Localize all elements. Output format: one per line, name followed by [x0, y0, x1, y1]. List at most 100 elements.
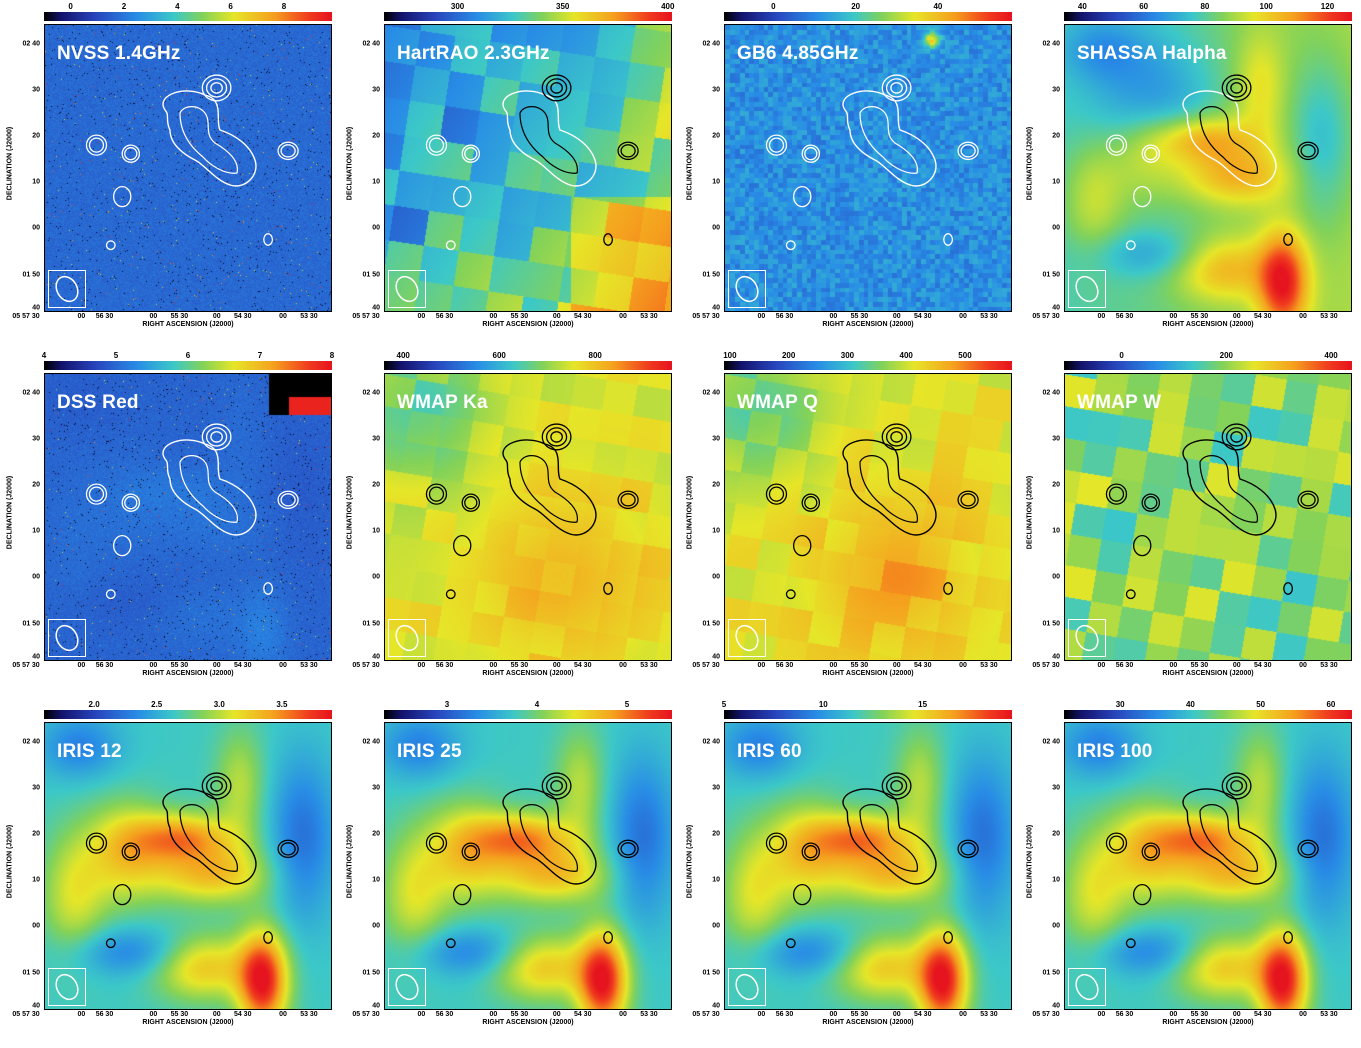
beam-ellipse	[55, 624, 79, 652]
x-tick-label: 05 57 30	[1032, 662, 1060, 669]
contour-ring	[1300, 842, 1316, 856]
x-tick-label: 00	[619, 1011, 627, 1018]
y-tick-label: 02 40	[1042, 738, 1060, 746]
x-tick-label: 53 30	[980, 1011, 998, 1018]
y-tick-label: 00	[1052, 224, 1060, 232]
colorbar-tick: 0	[1119, 351, 1124, 360]
y-tick-label: 10	[372, 876, 380, 884]
panel-label: WMAP Q	[737, 392, 819, 413]
x-tick-label: 00	[1232, 662, 1241, 669]
beam-box	[728, 270, 766, 308]
x-tick-label: 53 30	[300, 313, 318, 320]
beam-ellipse	[395, 275, 419, 303]
x-tick-label: 00	[77, 1011, 86, 1018]
x-tick-label: 00	[829, 662, 838, 669]
contour-main	[842, 788, 937, 885]
x-tick-label: 00	[1232, 313, 1241, 320]
colorbar: 0 20 40	[724, 2, 1012, 21]
y-tick-label: 00	[1052, 573, 1060, 581]
contour-ring	[885, 78, 908, 98]
x-axis-label: RIGHT ASCENSION (J2000)	[1162, 670, 1254, 677]
panel-iris-25: 3 4 5 IRIS 25 02 40 30 20 10 00 01 50 40 05 57 30 00…	[340, 698, 680, 1047]
x-axis-label: RIGHT ASCENSION (J2000)	[822, 1019, 914, 1026]
beam-box	[1068, 619, 1106, 657]
x-tick-label: 05 57 30	[692, 662, 720, 669]
contour-ring	[957, 141, 979, 161]
colorbar: 400 600 800	[384, 351, 672, 370]
contour-main	[842, 439, 937, 536]
contour-ring	[85, 832, 108, 854]
contour-main	[502, 90, 597, 187]
contour-ring	[617, 490, 639, 510]
panel-label: DSS Red	[57, 392, 139, 413]
contour-inner	[859, 455, 919, 523]
contour-ring	[112, 883, 132, 906]
contour-ring	[785, 589, 796, 600]
y-axis-label: DECLINATION (J2000)	[1026, 824, 1034, 899]
sky-image	[385, 723, 671, 1009]
contour-ring	[85, 483, 108, 505]
sky-map: DSS Red	[44, 373, 332, 661]
contour-ring	[1297, 839, 1319, 859]
x-tick-label: 53 30	[300, 662, 318, 669]
contour-ring	[960, 842, 976, 856]
y-tick-label: 40	[1052, 304, 1060, 312]
contour-ring	[765, 134, 788, 156]
x-tick-label: 00	[489, 313, 498, 320]
contour-ring	[464, 147, 478, 161]
x-tick-label: 00	[77, 313, 86, 320]
x-tick-label: 56 30	[95, 1011, 114, 1018]
panel-iris-12: 2.0 2.5 3.0 3.5 IRIS 12 02 40 30 20 10 00 01 50 40 0…	[0, 698, 340, 1047]
colorbar-tick: 0	[771, 2, 776, 11]
panel-label: IRIS 25	[397, 741, 462, 762]
x-tick-label: 54 30	[1253, 313, 1272, 320]
contour-ring	[620, 493, 636, 507]
y-tick-label: 02 40	[1042, 40, 1060, 48]
x-tick-label: 00	[892, 313, 901, 320]
x-tick-label: 54 30	[913, 662, 932, 669]
y-tick-label: 40	[32, 653, 40, 661]
y-tick-label: 40	[32, 304, 40, 312]
colorbar-tick: 0	[68, 2, 73, 11]
y-tick-label: 20	[32, 132, 40, 140]
contour-ring	[452, 534, 472, 557]
x-tick-label: 56 30	[1115, 1011, 1134, 1018]
contour-ring	[890, 82, 903, 94]
contour-overlay	[55, 772, 299, 1001]
x-tick-label: 55 30	[850, 313, 869, 320]
panel-label: IRIS 60	[737, 741, 802, 762]
contour-ring	[550, 431, 563, 443]
beam-ellipse	[1075, 624, 1099, 652]
contour-ring	[445, 240, 456, 251]
contour-ring	[112, 534, 132, 557]
x-tick-label: 00	[279, 313, 287, 320]
beam-box	[1068, 968, 1106, 1006]
x-tick-label: 54 30	[573, 313, 592, 320]
y-tick-label: 30	[32, 435, 40, 443]
contour-ring	[1108, 486, 1125, 502]
colorbar-tick: 500	[958, 351, 972, 360]
contour-ring	[452, 185, 472, 208]
contour-inner	[1199, 106, 1259, 174]
contour-ring	[1141, 493, 1161, 512]
sky-map: IRIS 60	[724, 722, 1012, 1010]
y-tick-label: 10	[712, 876, 720, 884]
x-tick-label: 56 30	[1115, 662, 1134, 669]
contour-ring	[280, 842, 296, 856]
panel-iris-60: 5 10 15 IRIS 60 02 40 30 20 10 00 01 50 40 05 57 30…	[680, 698, 1020, 1047]
contour-ring	[461, 842, 481, 861]
x-tick-label: 54 30	[233, 313, 252, 320]
y-tick-label: 30	[712, 86, 720, 94]
contour-ring	[890, 431, 903, 443]
panel-label: IRIS 12	[57, 741, 122, 762]
colorbar-tick: 100	[723, 351, 737, 360]
y-tick-label: 00	[32, 224, 40, 232]
colorbar-tick: 800	[588, 351, 602, 360]
contour-ring	[461, 493, 481, 512]
x-tick-label: 53 30	[300, 1011, 318, 1018]
contour-ring	[1297, 490, 1319, 510]
contour-ring	[943, 233, 954, 246]
contour-ring	[768, 137, 785, 153]
contour-ring	[1125, 240, 1136, 251]
x-tick-label: 00	[279, 1011, 287, 1018]
